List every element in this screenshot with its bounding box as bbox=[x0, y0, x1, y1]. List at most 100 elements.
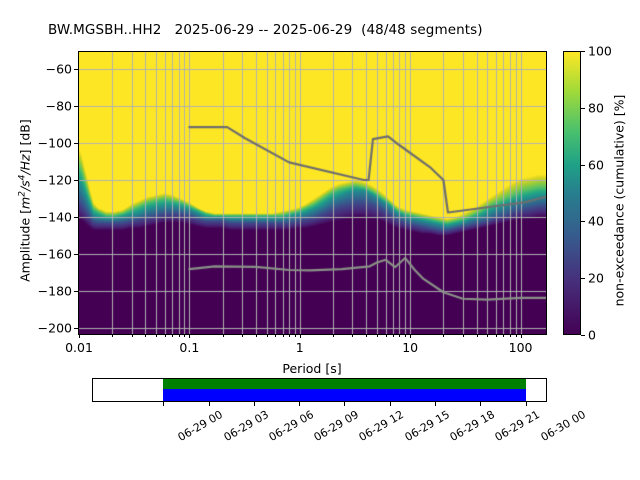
timeline-tick-label: 06-29 18 bbox=[447, 408, 497, 444]
x-axis-tick bbox=[386, 334, 387, 337]
colorbar-tick-label: 40 bbox=[588, 213, 604, 229]
coverage-blue bbox=[163, 389, 526, 401]
colorbar-tick bbox=[581, 221, 585, 222]
y-axis-tick-label: −60 bbox=[45, 61, 72, 77]
x-axis-tick bbox=[366, 334, 367, 337]
x-axis-tick bbox=[79, 334, 80, 338]
timeline-tick-label: 06-29 00 bbox=[175, 408, 226, 444]
timeline-tick-label: 06-29 09 bbox=[311, 408, 362, 444]
timeline-tick bbox=[254, 402, 255, 406]
colorbar-tick-label: 100 bbox=[588, 43, 612, 59]
x-axis-tick bbox=[463, 334, 464, 337]
ppsd-plot-area[interactable] bbox=[78, 51, 547, 335]
colorbar-tick bbox=[581, 51, 585, 52]
x-axis-tick bbox=[223, 334, 224, 337]
x-axis-tick-label: 1 bbox=[295, 340, 304, 355]
timeline-tick bbox=[390, 402, 391, 406]
colorbar-tick bbox=[581, 278, 585, 279]
x-axis-tick bbox=[443, 334, 444, 337]
colorbar-tick bbox=[581, 108, 585, 109]
x-axis-tick bbox=[300, 334, 301, 338]
x-axis-tick bbox=[242, 334, 243, 337]
x-axis-tick bbox=[145, 334, 146, 337]
coverage-green bbox=[163, 379, 526, 390]
x-axis-tick-label: 10 bbox=[402, 340, 419, 355]
y-axis-tick-label: −160 bbox=[37, 246, 72, 262]
y-axis-tick bbox=[74, 254, 78, 255]
y-axis-tick bbox=[74, 328, 78, 329]
timeline-tick bbox=[344, 402, 345, 406]
y-axis-tick-label: −100 bbox=[37, 135, 72, 151]
x-axis-tick bbox=[184, 334, 185, 337]
y-axis-tick bbox=[74, 180, 78, 181]
colorbar[interactable] bbox=[563, 51, 581, 335]
timeline-tick bbox=[209, 402, 210, 406]
x-axis-tick bbox=[503, 334, 504, 337]
noise-model-canvas bbox=[79, 52, 546, 334]
x-axis-tick bbox=[477, 334, 478, 337]
timeline-tick bbox=[480, 402, 481, 406]
x-axis-tick bbox=[333, 334, 334, 337]
x-axis-tick bbox=[521, 334, 522, 338]
x-axis-tick bbox=[189, 334, 190, 338]
data-coverage-timeline[interactable] bbox=[92, 378, 547, 402]
x-axis-tick bbox=[112, 334, 113, 337]
y-axis-title-tail: ] [dB] bbox=[17, 119, 33, 155]
x-axis-tick bbox=[295, 334, 296, 337]
y-axis-title-text: Amplitude [ bbox=[17, 208, 33, 282]
y-axis-tick-label: −140 bbox=[37, 209, 72, 225]
y-axis-tick-label: −200 bbox=[37, 320, 72, 336]
timeline-tick-label: 06-29 03 bbox=[221, 408, 271, 444]
y-axis-tick-label: −180 bbox=[37, 283, 72, 299]
timeline-tick-label: 06-29 15 bbox=[402, 408, 452, 444]
y-axis-tick-label: −80 bbox=[45, 98, 72, 114]
y-axis-tick-label: −120 bbox=[37, 172, 72, 188]
colorbar-tick bbox=[581, 165, 585, 166]
x-axis-tick-label: 100 bbox=[508, 340, 533, 355]
y-axis-units: m2/s4/Hz bbox=[17, 154, 33, 209]
timeline-tick-label: 06-30 00 bbox=[538, 408, 588, 444]
page-title: BW.MGSBH..HH2 2025-06-29 -- 2025-06-29 (… bbox=[48, 22, 483, 38]
colorbar-tick bbox=[581, 335, 585, 336]
x-axis-tick bbox=[156, 334, 157, 337]
y-axis-tick bbox=[74, 143, 78, 144]
x-axis-tick bbox=[487, 334, 488, 337]
y-axis-tick bbox=[74, 217, 78, 218]
timeline-tick bbox=[299, 402, 300, 406]
x-axis-tick-label: 0.1 bbox=[179, 340, 200, 355]
x-axis-tick bbox=[289, 334, 290, 337]
x-axis-tick bbox=[132, 334, 133, 337]
x-axis-tick bbox=[172, 334, 173, 337]
colorbar-tick-label: 20 bbox=[588, 270, 604, 286]
timeline-tick bbox=[526, 402, 527, 406]
timeline-tick bbox=[435, 402, 436, 406]
timeline-tick-label: 06-29 12 bbox=[357, 408, 407, 444]
colorbar-tick-label: 80 bbox=[588, 100, 604, 116]
timeline-tick bbox=[163, 402, 164, 406]
x-axis-tick bbox=[267, 334, 268, 337]
x-axis-tick bbox=[275, 334, 276, 337]
x-axis-tick bbox=[496, 334, 497, 337]
x-axis-tick bbox=[256, 334, 257, 337]
colorbar-title: non-exceedance (cumulative) [%] bbox=[611, 94, 627, 307]
y-axis-tick bbox=[74, 291, 78, 292]
colorbar-tick-label: 60 bbox=[588, 157, 604, 173]
x-axis-tick bbox=[405, 334, 406, 337]
x-axis-tick bbox=[393, 334, 394, 337]
x-axis-tick bbox=[352, 334, 353, 337]
y-axis-tick bbox=[74, 106, 78, 107]
x-axis-title: Period [s] bbox=[282, 361, 342, 376]
x-axis-tick bbox=[516, 334, 517, 337]
timeline-tick-label: 06-29 06 bbox=[266, 408, 316, 444]
timeline-tick-label: 06-29 21 bbox=[492, 408, 543, 444]
x-axis-tick bbox=[510, 334, 511, 337]
x-axis-tick bbox=[179, 334, 180, 337]
y-axis-title: Amplitude [m2/s4/Hz] [dB] bbox=[17, 61, 32, 341]
colorbar-tick-label: 0 bbox=[588, 327, 596, 343]
x-axis-tick bbox=[410, 334, 411, 338]
x-axis-tick bbox=[165, 334, 166, 337]
y-axis-tick bbox=[74, 69, 78, 70]
x-axis-tick bbox=[283, 334, 284, 337]
x-axis-tick-label: 0.01 bbox=[65, 340, 93, 355]
